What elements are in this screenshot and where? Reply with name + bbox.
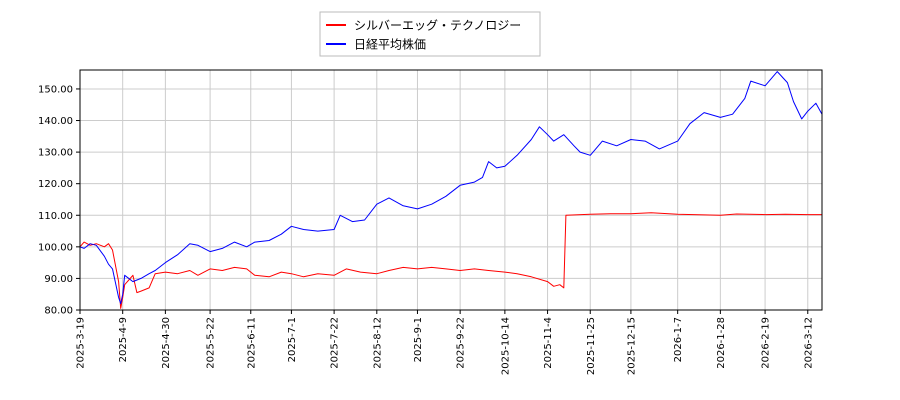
x-tick-label: 2025-4-30 bbox=[161, 317, 172, 369]
x-tick-label: 2026-1-28 bbox=[716, 317, 727, 369]
y-tick-label: 110.00 bbox=[38, 211, 73, 222]
x-tick-label: 2025-5-22 bbox=[206, 317, 217, 369]
x-tick-label: 2025-6-11 bbox=[246, 317, 257, 369]
x-tick-label: 2026-3-12 bbox=[803, 317, 814, 369]
x-tick-label: 2025-9-22 bbox=[456, 317, 467, 369]
x-tick-label: 2025-9-1 bbox=[413, 317, 424, 362]
x-axis: 2025-3-19 2025-4-9 2025-4-30 2025-5-22 2025-… bbox=[76, 310, 814, 375]
x-tick-label: 2025-4-9 bbox=[118, 317, 129, 362]
y-tick-label: 130.00 bbox=[38, 148, 73, 159]
x-tick-label: 2025-3-19 bbox=[76, 317, 87, 369]
x-tick-label: 2025-12-15 bbox=[626, 317, 637, 375]
y-tick-label: 140.00 bbox=[38, 116, 73, 127]
series-line-0 bbox=[79, 212, 822, 309]
y-tick-label: 120.00 bbox=[38, 179, 73, 190]
legend-label-1: 日経平均株価 bbox=[354, 37, 426, 52]
y-tick-label: 80.00 bbox=[44, 306, 73, 317]
x-tick-label: 2025-10-14 bbox=[500, 317, 511, 375]
x-tick-label: 2025-11-4 bbox=[543, 317, 554, 369]
y-tick-label: 90.00 bbox=[44, 274, 73, 285]
y-tick-label: 150.00 bbox=[38, 84, 73, 95]
x-tick-label: 2025-11-25 bbox=[586, 317, 597, 375]
legend-label-0: シルバーエッグ・テクノロジー bbox=[354, 19, 521, 33]
x-tick-label: 2026-2-19 bbox=[761, 317, 772, 369]
x-tick-label: 2025-7-22 bbox=[330, 317, 341, 369]
x-tick-label: 2026-1-7 bbox=[673, 317, 684, 362]
x-tick-label: 2025-7-1 bbox=[287, 317, 298, 362]
series-lines bbox=[79, 71, 823, 309]
y-axis: 80.00 90.00 100.00 110.00 120.00 130.00 140.00… bbox=[38, 84, 80, 317]
y-tick-label: 100.00 bbox=[38, 242, 73, 253]
x-tick-label: 2025-8-12 bbox=[372, 317, 383, 369]
plot-frame bbox=[79, 69, 823, 311]
series-line-1 bbox=[79, 71, 823, 305]
grid bbox=[79, 70, 822, 311]
legend-box bbox=[319, 11, 541, 57]
